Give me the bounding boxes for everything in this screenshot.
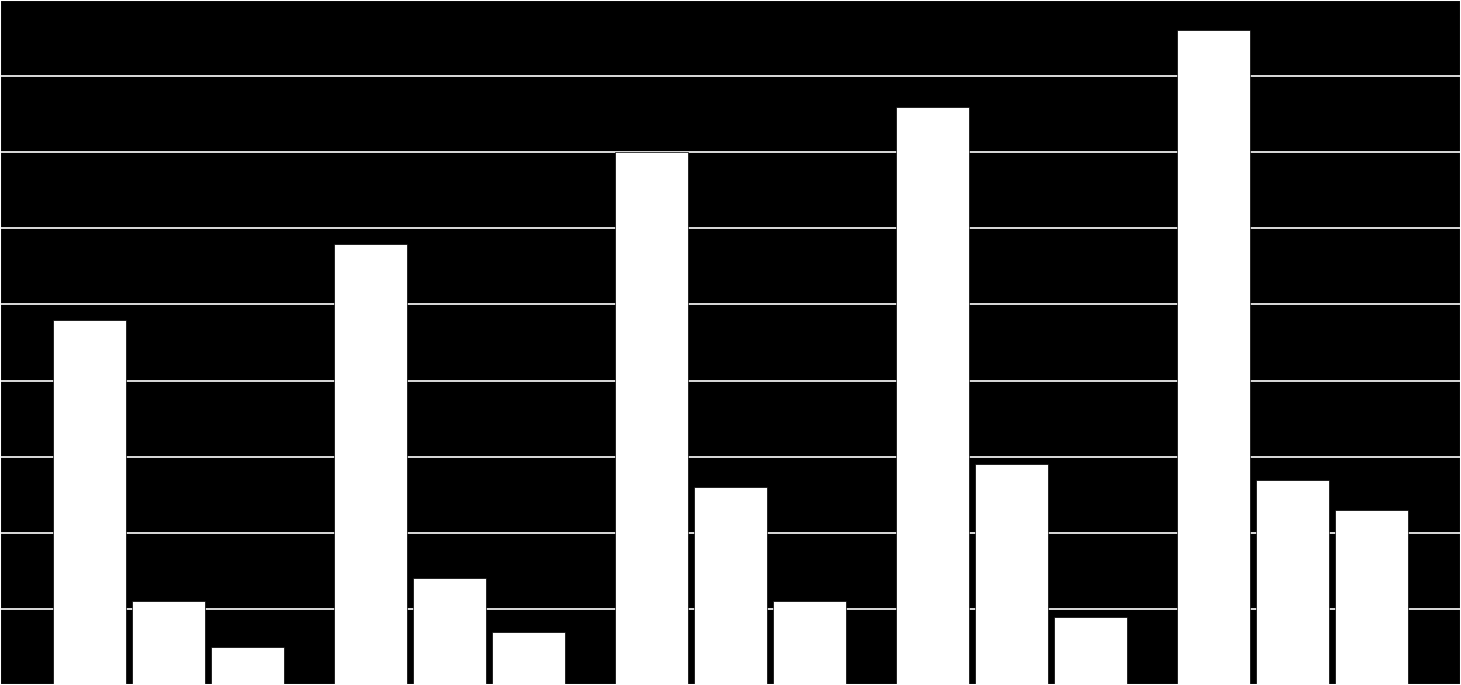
Bar	[773, 601, 846, 685]
Bar	[615, 152, 688, 685]
Bar	[694, 487, 767, 685]
Bar	[413, 578, 487, 685]
Bar	[1178, 30, 1251, 685]
Bar	[896, 107, 969, 685]
Bar	[492, 632, 565, 685]
Bar	[1256, 479, 1330, 685]
Bar	[210, 647, 283, 685]
Bar	[974, 464, 1048, 685]
Bar	[131, 601, 205, 685]
Bar	[54, 320, 127, 685]
Bar	[1053, 616, 1126, 685]
Bar	[335, 244, 408, 685]
Bar	[1334, 510, 1407, 685]
